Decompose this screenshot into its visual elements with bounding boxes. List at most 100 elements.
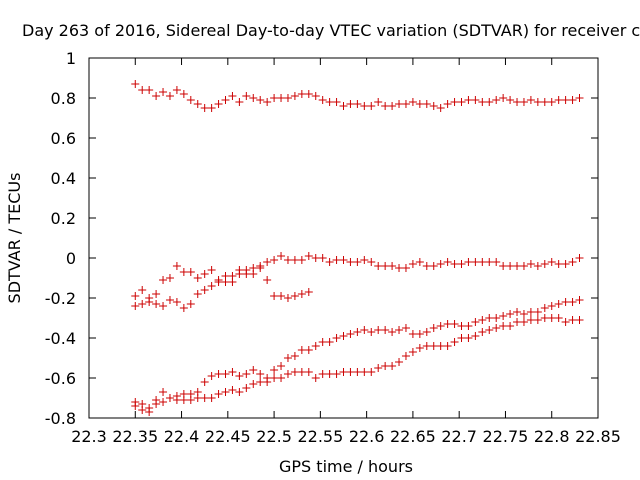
x-tick-label: 22.35	[112, 427, 158, 446]
data-point-lower-b	[533, 316, 542, 324]
data-point-lower-a	[450, 320, 459, 328]
data-point-lower-a	[221, 370, 230, 378]
data-point-upper	[471, 96, 480, 104]
data-point-upper	[408, 98, 417, 106]
data-point-lower-a	[513, 308, 522, 316]
data-point-lower-b	[540, 314, 549, 322]
data-point-middle-a	[193, 274, 202, 282]
data-point-lower-a	[159, 388, 168, 396]
data-point-lower-b	[235, 388, 244, 396]
data-point-lower-a	[270, 366, 279, 374]
data-point-lower-b	[242, 384, 251, 392]
chart-title: Day 263 of 2016, Sidereal Day-to-day VTE…	[22, 21, 640, 40]
data-point-upper	[360, 102, 369, 110]
data-point-lower-b	[214, 390, 223, 398]
data-point-upper	[443, 100, 452, 108]
data-point-lower-a	[249, 366, 258, 374]
data-point-upper	[540, 98, 549, 106]
data-point-middle-a	[374, 262, 383, 270]
data-point-lower-b	[270, 374, 279, 382]
data-point-middle-a	[207, 266, 216, 274]
data-point-lower-a	[388, 328, 397, 336]
data-point-lower-b	[422, 342, 431, 350]
data-point-middle-a	[165, 274, 174, 282]
data-point-lower-a	[568, 298, 577, 306]
data-point-middle-a	[415, 258, 424, 266]
data-point-upper	[318, 96, 327, 104]
plot-frame	[88, 57, 599, 419]
data-point-middle-b	[131, 302, 140, 310]
data-point-middle-b	[297, 290, 306, 298]
data-point-middle-a	[575, 254, 584, 262]
data-point-lower-a	[318, 338, 327, 346]
data-point-middle-b	[228, 272, 237, 280]
data-point-lower-b	[429, 342, 438, 350]
data-point-middle-b	[235, 270, 244, 278]
data-point-upper	[256, 96, 265, 104]
data-point-lower-b	[277, 374, 286, 382]
data-point-lower-a	[325, 338, 334, 346]
data-point-upper	[249, 94, 258, 102]
data-point-middle-a	[283, 256, 292, 264]
y-tick-label: -0.6	[45, 369, 76, 388]
y-tick-label: -0.2	[45, 289, 76, 308]
data-point-lower-b	[506, 322, 515, 330]
data-point-lower-b	[318, 370, 327, 378]
data-point-middle-a	[485, 258, 494, 266]
data-point-upper	[492, 96, 501, 104]
data-point-lower-a	[277, 362, 286, 370]
data-point-lower-a	[311, 342, 320, 350]
data-point-lower-a	[200, 378, 209, 386]
data-point-lower-b	[325, 370, 334, 378]
x-tick-label: 22.65	[390, 427, 436, 446]
data-point-upper	[131, 80, 140, 88]
data-point-lower-b	[304, 368, 313, 376]
x-tick-label: 22.8	[534, 427, 570, 446]
data-point-upper	[235, 98, 244, 106]
data-point-lower-b	[221, 388, 230, 396]
data-point-middle-b	[263, 276, 272, 284]
data-point-lower-b	[249, 380, 258, 388]
data-point-upper	[575, 94, 584, 102]
data-point-upper	[450, 98, 459, 106]
data-point-lower-a	[408, 330, 417, 338]
data-point-lower-b	[353, 368, 362, 376]
x-tick-label: 22.5	[256, 427, 292, 446]
data-point-lower-b	[547, 314, 556, 322]
data-point-lower-a	[256, 370, 265, 378]
data-points	[131, 80, 584, 416]
data-point-lower-a	[346, 330, 355, 338]
data-point-upper	[339, 102, 348, 110]
data-point-upper	[172, 86, 181, 94]
data-point-upper	[332, 98, 341, 106]
data-point-upper	[179, 90, 188, 98]
data-point-upper	[200, 104, 209, 112]
x-tick-label: 22.7	[441, 427, 477, 446]
data-point-upper	[478, 98, 487, 106]
data-point-upper	[145, 86, 154, 94]
data-point-middle-b	[179, 304, 188, 312]
data-point-middle-a	[138, 286, 147, 294]
data-point-lower-b	[297, 368, 306, 376]
data-point-upper	[277, 94, 286, 102]
y-tick-label: 0.6	[51, 129, 76, 148]
data-point-middle-b	[290, 292, 299, 300]
x-tick-label: 22.75	[483, 427, 529, 446]
data-point-lower-a	[360, 326, 369, 334]
data-point-lower-a	[443, 320, 452, 328]
data-point-lower-a	[547, 302, 556, 310]
data-point-upper	[290, 92, 299, 100]
x-axis-label: GPS time / hours	[279, 457, 413, 476]
data-point-middle-b	[159, 302, 168, 310]
data-point-middle-a	[519, 262, 528, 270]
data-point-lower-b	[436, 342, 445, 350]
data-point-upper	[568, 96, 577, 104]
data-point-lower-b	[457, 334, 466, 342]
data-point-upper	[283, 94, 292, 102]
data-point-upper	[381, 102, 390, 110]
data-point-upper	[304, 90, 313, 98]
data-point-middle-a	[159, 276, 168, 284]
data-point-upper	[186, 96, 195, 104]
data-point-lower-b	[207, 394, 216, 402]
data-point-middle-a	[436, 260, 445, 268]
